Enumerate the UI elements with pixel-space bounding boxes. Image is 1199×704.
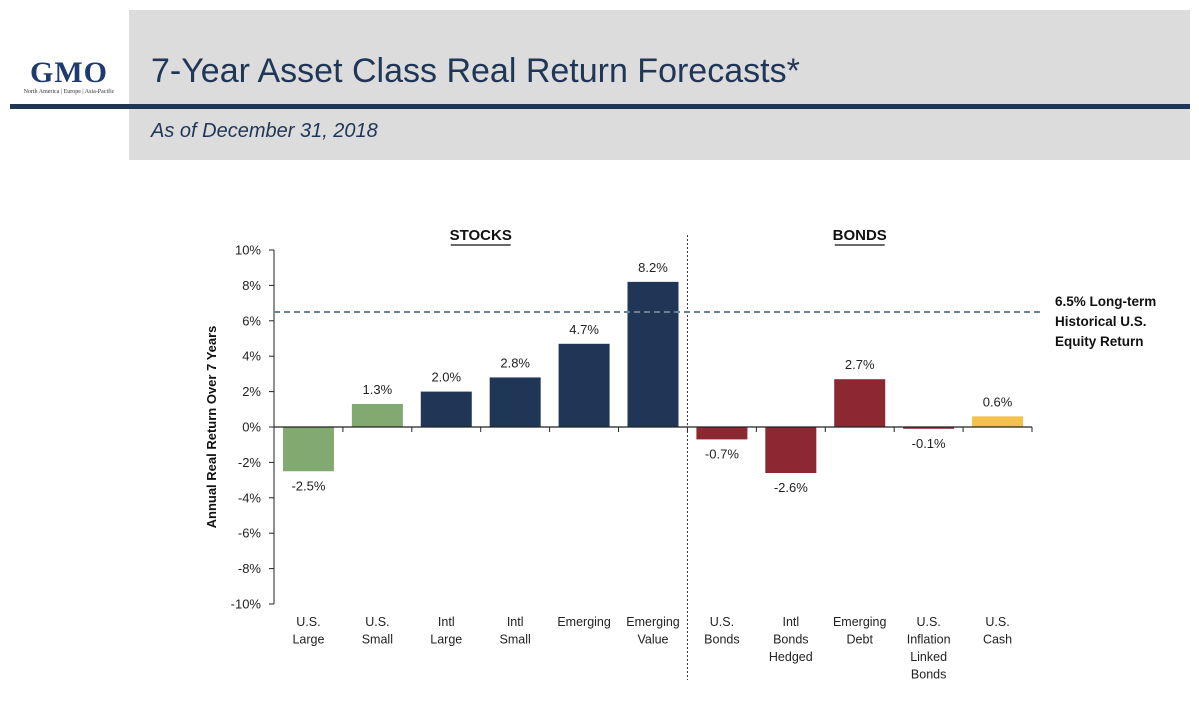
page-subtitle: As of December 31, 2018 <box>151 120 378 142</box>
bar <box>282 427 334 472</box>
data-label: 0.6% <box>983 394 1013 409</box>
category-label: Value <box>637 633 668 647</box>
group-label: BONDS <box>833 227 887 244</box>
category-label: U.S. <box>916 615 940 629</box>
bar <box>765 427 817 474</box>
category-label: Hedged <box>769 650 813 664</box>
bar-chart: 10% 8% 6% 4% 2% 0% -2% -4% -6% -8% -10% -2.5% 1.3% 2.… <box>204 227 1156 682</box>
logo-text: GMO <box>30 56 108 89</box>
category-label: U.S. <box>710 615 734 629</box>
data-label: -2.6% <box>774 480 808 495</box>
bar <box>351 403 403 427</box>
y-tick-label: 0% <box>242 420 261 435</box>
reference-line-label: 6.5% Long-term <box>1055 294 1156 309</box>
category-label: Inflation <box>907 633 951 647</box>
bar <box>972 416 1024 427</box>
bar <box>627 281 679 427</box>
category-label: U.S. <box>296 615 320 629</box>
gmo-logo: GMO North America | Europe | Asia-Pacifi… <box>10 54 128 104</box>
y-tick-label: -6% <box>238 526 262 541</box>
data-label: -2.5% <box>291 478 325 493</box>
data-label: 4.7% <box>569 322 599 337</box>
category-label: Emerging <box>626 615 680 629</box>
bar <box>420 391 472 427</box>
category-label: Cash <box>983 633 1012 647</box>
category-label: Emerging <box>833 615 887 629</box>
y-tick-label: -2% <box>238 455 262 470</box>
category-label: U.S. <box>985 615 1009 629</box>
data-label: 2.0% <box>431 370 461 385</box>
y-axis-title: Annual Real Return Over 7 Years <box>204 326 219 529</box>
category-label: Intl <box>438 615 455 629</box>
bar <box>489 377 541 427</box>
category-label: Large <box>292 633 324 647</box>
category-label: U.S. <box>365 615 389 629</box>
bar <box>903 427 955 429</box>
bar <box>696 427 748 440</box>
category-label: Intl <box>782 615 799 629</box>
category-label: Emerging <box>557 615 611 629</box>
data-label: 1.3% <box>363 382 393 397</box>
group-label: STOCKS <box>450 227 512 244</box>
category-label: Debt <box>847 633 874 647</box>
y-tick-label: 2% <box>242 384 261 399</box>
category-label: Intl <box>507 615 524 629</box>
y-tick-label: 8% <box>242 278 261 293</box>
reference-line-label: Equity Return <box>1055 334 1144 349</box>
header-rule <box>10 104 1190 109</box>
y-tick-label: 10% <box>235 243 261 258</box>
logo-subtitle: North America | Europe | Asia-Pacific <box>23 89 115 95</box>
data-label: 2.8% <box>500 355 530 370</box>
bar <box>834 379 886 427</box>
page-title: 7-Year Asset Class Real Return Forecasts… <box>151 52 800 90</box>
y-tick-label: -4% <box>238 490 262 505</box>
y-tick-label: 4% <box>242 349 261 364</box>
category-label: Small <box>362 633 393 647</box>
y-tick-label: -8% <box>238 561 262 576</box>
header-band <box>129 10 1190 160</box>
data-label: -0.1% <box>912 436 946 451</box>
category-label: Large <box>430 633 462 647</box>
category-label: Bonds <box>773 633 808 647</box>
bar <box>558 343 610 427</box>
y-tick-label: 6% <box>242 313 261 328</box>
category-label: Small <box>500 633 531 647</box>
data-label: -0.7% <box>705 446 739 461</box>
category-label: Linked <box>910 650 947 664</box>
category-label: Bonds <box>704 633 739 647</box>
y-tick-label: -10% <box>231 597 262 612</box>
data-label: 2.7% <box>845 357 875 372</box>
category-label: Bonds <box>911 668 946 682</box>
reference-line-label: Historical U.S. <box>1055 314 1147 329</box>
data-label: 8.2% <box>638 260 668 275</box>
